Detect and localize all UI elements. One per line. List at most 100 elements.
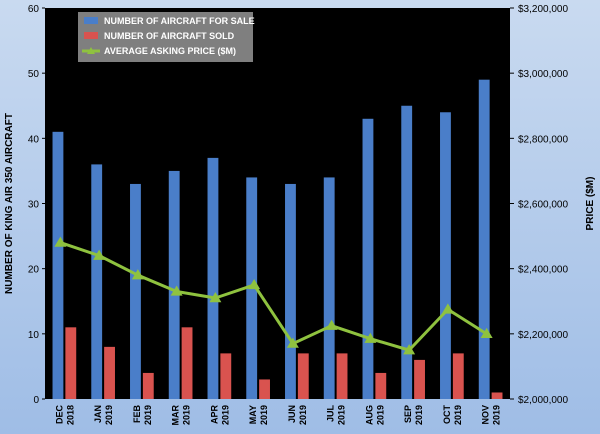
bar-sold bbox=[181, 327, 193, 399]
x-tick-year: 2019 bbox=[182, 405, 192, 425]
y-tick-label: 30 bbox=[28, 200, 40, 211]
price-marker bbox=[364, 332, 377, 343]
bar-for-sale bbox=[52, 131, 64, 400]
bar-sold bbox=[491, 392, 503, 399]
y2-tick-label: $2,400,000 bbox=[518, 265, 568, 276]
x-tick-label: OCT 2019 bbox=[442, 405, 463, 426]
y2-tick-label: $2,200,000 bbox=[518, 330, 568, 341]
y2-tick-label: $2,000,000 bbox=[518, 395, 568, 406]
y-tick-label: 40 bbox=[28, 134, 40, 145]
legend-label: NUMBER OF AIRCRAFT SOLD bbox=[104, 31, 235, 41]
x-tick-label: MAY 2019 bbox=[248, 405, 269, 425]
x-tick-year: 2019 bbox=[298, 405, 308, 425]
x-tick-month: APR bbox=[209, 405, 219, 425]
bar-sold bbox=[220, 353, 232, 399]
y2-tick-label: $2,600,000 bbox=[518, 200, 568, 211]
y-tick-label: 20 bbox=[28, 265, 40, 276]
x-tick-month: OCT bbox=[442, 405, 452, 425]
y-tick-label: 10 bbox=[28, 330, 40, 341]
right-axis-ticks: $2,000,000 $2,200,000 $2,400,000 $2,600,000… bbox=[510, 4, 568, 406]
y2-axis-title: PRICE ($M) bbox=[585, 177, 596, 231]
bar-sold bbox=[65, 327, 77, 399]
x-tick-month: SEP bbox=[403, 405, 413, 423]
x-tick-label: DEC 2018 bbox=[54, 405, 75, 426]
y2-tick-label: $2,800,000 bbox=[518, 134, 568, 145]
bar-sold bbox=[414, 359, 425, 399]
price-marker bbox=[170, 285, 183, 296]
price-marker bbox=[441, 303, 454, 314]
price-marker bbox=[93, 249, 106, 260]
line-series bbox=[54, 236, 493, 355]
y-axis-title: NUMBER OF KING AIR 350 AIRCRAFT bbox=[4, 113, 15, 294]
bar-for-sale bbox=[207, 157, 219, 399]
bar-for-sale bbox=[323, 177, 335, 399]
x-tick-month: JUN bbox=[287, 405, 297, 423]
x-tick-label: JAN 2019 bbox=[93, 405, 114, 425]
x-tick-month: FEB bbox=[132, 404, 142, 423]
price-marker bbox=[248, 278, 261, 290]
bar-sold bbox=[297, 353, 309, 399]
price-line bbox=[59, 241, 488, 352]
bar-sold bbox=[259, 379, 270, 399]
x-tick-year: 2019 bbox=[375, 405, 385, 425]
x-tick-label: JUL 2019 bbox=[326, 405, 347, 426]
x-tick-year: 2019 bbox=[453, 405, 463, 425]
x-tick-year: 2019 bbox=[143, 405, 153, 425]
x-tick-label: JUN 2019 bbox=[287, 405, 308, 425]
x-tick-month: AUG bbox=[364, 405, 374, 425]
x-tick-year: 2019 bbox=[492, 405, 502, 425]
x-tick-label: APR 2019 bbox=[209, 405, 230, 426]
legend-box bbox=[78, 12, 253, 62]
x-tick-year: 2019 bbox=[220, 405, 230, 425]
price-marker bbox=[209, 291, 222, 303]
price-marker bbox=[131, 269, 144, 280]
x-tick-month: DEC bbox=[54, 405, 64, 425]
y2-tick-label: $3,200,000 bbox=[518, 4, 568, 15]
y2-tick-label: $3,000,000 bbox=[518, 69, 568, 80]
legend-swatch bbox=[84, 17, 98, 24]
x-tick-label: MAR 2019 bbox=[171, 405, 192, 426]
y-tick-label: 0 bbox=[33, 395, 39, 406]
x-tick-year: 2019 bbox=[259, 405, 269, 425]
price-marker bbox=[403, 344, 416, 355]
legend: NUMBER OF AIRCRAFT FOR SALE NUMBER OF AIR… bbox=[78, 12, 255, 62]
x-tick-month: MAR bbox=[171, 405, 181, 426]
x-tick-label: NOV 2019 bbox=[481, 405, 502, 425]
plot-area bbox=[45, 8, 510, 399]
price-marker bbox=[325, 319, 338, 330]
bar-for-sale bbox=[91, 164, 103, 399]
y-tick-label: 60 bbox=[28, 4, 40, 15]
left-axis-ticks: 0 10 20 30 40 50 60 bbox=[28, 4, 45, 406]
x-tick-year: 2018 bbox=[65, 405, 75, 425]
x-tick-month: MAY bbox=[248, 405, 258, 424]
x-tick-month: JUL bbox=[326, 405, 336, 423]
legend-swatch-marker bbox=[87, 47, 95, 54]
x-tick-month: NOV bbox=[481, 405, 491, 425]
bar-for-sale bbox=[478, 79, 490, 399]
x-tick-label: SEP 2019 bbox=[403, 405, 424, 425]
x-tick-year: 2019 bbox=[104, 405, 114, 425]
legend-label: NUMBER OF AIRCRAFT FOR SALE bbox=[104, 16, 255, 26]
bar-for-sale bbox=[168, 170, 180, 399]
bar-sold bbox=[336, 353, 348, 399]
x-tick-year: 2019 bbox=[414, 405, 424, 425]
legend-swatch bbox=[84, 32, 98, 39]
x-tick-label: FEB 2019 bbox=[132, 404, 153, 425]
bar-sold bbox=[452, 353, 464, 399]
x-axis-ticks: DEC 2018 JAN 2019 FEB 2019 MAR 2019 APR 2019 MAY 20… bbox=[54, 404, 501, 425]
bar-sold bbox=[142, 372, 154, 399]
x-tick-year: 2019 bbox=[337, 405, 347, 425]
bar-for-sale bbox=[130, 183, 141, 399]
price-marker bbox=[480, 327, 493, 339]
bar-sold bbox=[104, 346, 115, 399]
bar-sold bbox=[375, 372, 387, 399]
bar-for-sale bbox=[401, 105, 413, 399]
bar-for-sale bbox=[362, 118, 374, 400]
price-marker bbox=[286, 337, 299, 348]
price-marker bbox=[54, 236, 67, 247]
bar-for-sale bbox=[285, 183, 296, 399]
y-tick-label: 50 bbox=[28, 69, 40, 80]
x-tick-label: AUG 2019 bbox=[364, 405, 385, 425]
x-tick-month: JAN bbox=[93, 405, 103, 423]
